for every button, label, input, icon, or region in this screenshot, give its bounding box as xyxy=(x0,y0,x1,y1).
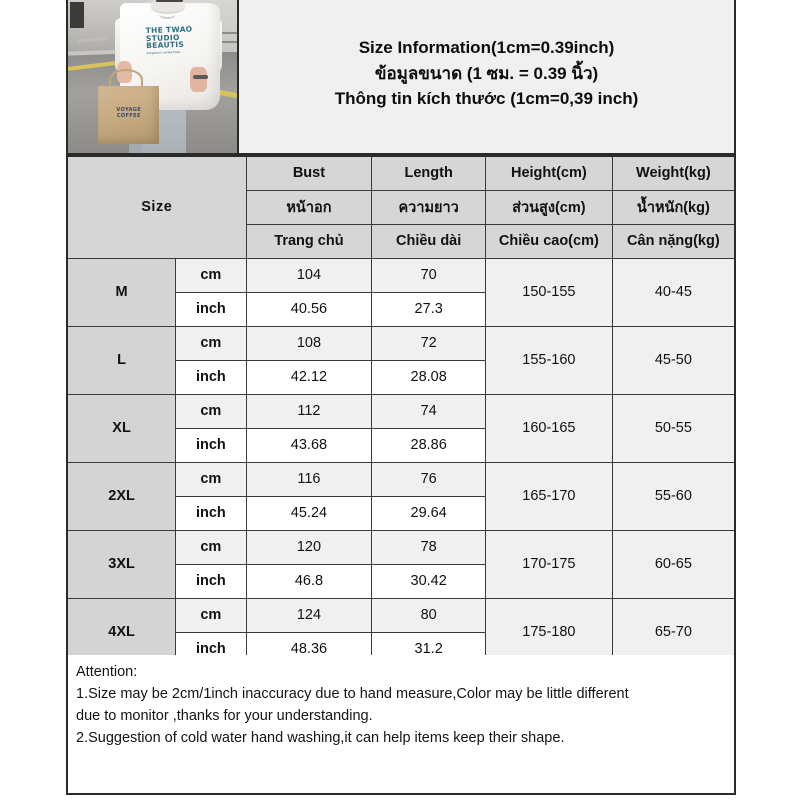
length-cm-4xl: 80 xyxy=(371,597,486,633)
bust-cm-4xl: 124 xyxy=(245,597,373,633)
unit-cell-inch: inch xyxy=(175,563,247,599)
height-3xl: 170-175 xyxy=(484,529,613,599)
size-header-cell: Size xyxy=(66,155,247,259)
weight-l: 45-50 xyxy=(611,325,736,395)
size-cell-2xl: 2XL xyxy=(66,461,177,531)
photo-shirt-graphic: THE TWAO STUDIO BEAUTIS original collect… xyxy=(145,24,210,55)
title-line-en: Size Information(1cm=0.39inch) xyxy=(358,37,615,57)
length-inch-3xl: 30.42 xyxy=(371,563,486,599)
unit-cell-inch: inch xyxy=(175,359,247,395)
table-row: inch 40.56 27.3 xyxy=(67,291,735,327)
size-cell-3xl: 3XL xyxy=(66,529,177,599)
unit-cell-cm: cm xyxy=(175,257,247,293)
col-header-bust-th: หน้าอก xyxy=(245,189,373,225)
table-row: 3XL cm 120 78 170-175 60-65 xyxy=(66,529,736,599)
unit-cell-cm: cm xyxy=(175,529,247,565)
photo-doorway xyxy=(70,2,84,28)
shirt-graphic-line-3: BEAUTIS xyxy=(145,40,184,51)
height-2xl: 165-170 xyxy=(484,461,613,531)
product-photo-cell: THE TWAO STUDIO BEAUTIS original collect… xyxy=(68,0,239,153)
unit-cell-cm: cm xyxy=(175,393,247,429)
table-row: L cm 108 72 155-160 45-50 xyxy=(66,325,736,395)
attention-line-1: 1.Size may be 2cm/1inch inaccuracy due t… xyxy=(76,686,629,703)
bust-inch-3xl: 46.8 xyxy=(245,563,373,599)
col-header-length-th: ความยาว xyxy=(371,189,486,225)
header-banner: THE TWAO STUDIO BEAUTIS original collect… xyxy=(66,0,736,155)
col-header-weight-th: น้ำหนัก(kg) xyxy=(611,189,736,225)
table-header-row-en: Size Bust Length Height(cm) Weight(kg) xyxy=(66,155,736,259)
weight-xl: 50-55 xyxy=(611,393,736,463)
table-header-row-th: หน้าอก ความยาว ส่วนสูง(cm) น้ำหนัก(kg) xyxy=(67,189,736,225)
length-cm-3xl: 78 xyxy=(371,529,486,565)
attention-box: Attention: 1.Size may be 2cm/1inch inacc… xyxy=(66,655,736,795)
size-cell-l: L xyxy=(66,325,177,395)
bust-cm-2xl: 116 xyxy=(245,461,373,497)
photo-tote-bag-text: VOYAGE COFFEE xyxy=(116,107,142,120)
length-inch-xl: 28.86 xyxy=(371,427,486,463)
length-cm-m: 70 xyxy=(371,257,486,293)
unit-cell-inch: inch xyxy=(175,495,247,531)
col-header-length-en: Length xyxy=(371,155,486,191)
title-line-vi: Thông tin kích thước (1cm=0,39 inch) xyxy=(334,89,639,109)
table-row: 4XL cm 124 80 175-180 65-70 xyxy=(66,597,736,667)
bust-cm-xl: 112 xyxy=(245,393,373,429)
col-header-bust-vi: Trang chủ xyxy=(245,223,373,259)
size-table: Size Bust Length Height(cm) Weight(kg) ห… xyxy=(66,155,736,667)
table-row: inch 46.8 30.42 xyxy=(67,563,735,599)
photo-necklace xyxy=(159,9,177,19)
length-inch-m: 27.3 xyxy=(371,291,486,327)
unit-cell-inch: inch xyxy=(175,291,247,327)
title-panel: Size Information(1cm=0.39inch) ข้อมูลขนา… xyxy=(239,0,734,153)
product-photo: THE TWAO STUDIO BEAUTIS original collect… xyxy=(68,0,237,153)
bust-inch-2xl: 45.24 xyxy=(245,495,373,531)
length-cm-l: 72 xyxy=(371,325,486,361)
bust-inch-m: 40.56 xyxy=(245,291,373,327)
col-header-bust-en: Bust xyxy=(245,155,373,191)
table-row: XL cm 112 74 160-165 50-55 xyxy=(66,393,736,463)
height-l: 155-160 xyxy=(484,325,613,395)
table-header-row-vi: Trang chủ Chiều dài Chiều cao(cm) Cân nặ… xyxy=(67,223,736,259)
unit-cell-inch: inch xyxy=(175,427,247,463)
length-inch-2xl: 29.64 xyxy=(371,495,486,531)
unit-cell-cm: cm xyxy=(175,597,247,633)
weight-2xl: 55-60 xyxy=(611,461,736,531)
photo-wristwatch xyxy=(193,74,209,79)
col-header-height-th: ส่วนสูง(cm) xyxy=(484,189,613,225)
table-row: inch 42.12 28.08 xyxy=(67,359,735,395)
table-row: inch 45.24 29.64 xyxy=(67,495,735,531)
bust-inch-xl: 43.68 xyxy=(245,427,373,463)
size-cell-m: M xyxy=(66,257,177,327)
attention-line-3: 2.Suggestion of cold water hand washing,… xyxy=(76,730,565,747)
bust-cm-m: 104 xyxy=(245,257,373,293)
height-xl: 160-165 xyxy=(484,393,613,463)
unit-cell-cm: cm xyxy=(175,325,247,361)
unit-cell-cm: cm xyxy=(175,461,247,497)
length-cm-2xl: 76 xyxy=(371,461,486,497)
photo-arm-right xyxy=(189,67,207,92)
bust-cm-3xl: 120 xyxy=(245,529,373,565)
photo-tote-handle xyxy=(108,68,143,91)
weight-m: 40-45 xyxy=(611,257,736,327)
height-m: 150-155 xyxy=(484,257,613,327)
length-inch-l: 28.08 xyxy=(371,359,486,395)
table-row: inch 43.68 28.86 xyxy=(67,427,735,463)
col-header-height-vi: Chiều cao(cm) xyxy=(484,223,613,259)
bust-cm-l: 108 xyxy=(245,325,373,361)
table-row: M cm 104 70 150-155 40-45 xyxy=(66,257,736,327)
weight-3xl: 60-65 xyxy=(611,529,736,599)
photo-kraft-tote-bag xyxy=(98,85,160,144)
col-header-length-vi: Chiều dài xyxy=(371,223,486,259)
length-cm-xl: 74 xyxy=(371,393,486,429)
size-cell-xl: XL xyxy=(66,393,177,463)
col-header-height-en: Height(cm) xyxy=(484,155,613,191)
bust-inch-l: 42.12 xyxy=(245,359,373,395)
attention-heading: Attention: xyxy=(76,664,138,680)
table-row: 2XL cm 116 76 165-170 55-60 xyxy=(66,461,736,531)
col-header-weight-vi: Cân nặng(kg) xyxy=(611,223,736,259)
attention-line-2: due to monitor ,thanks for your understa… xyxy=(76,708,373,725)
col-header-weight-en: Weight(kg) xyxy=(611,155,736,191)
title-line-th: ข้อมูลขนาด (1 ซม. = 0.39 นิ้ว) xyxy=(374,63,599,83)
